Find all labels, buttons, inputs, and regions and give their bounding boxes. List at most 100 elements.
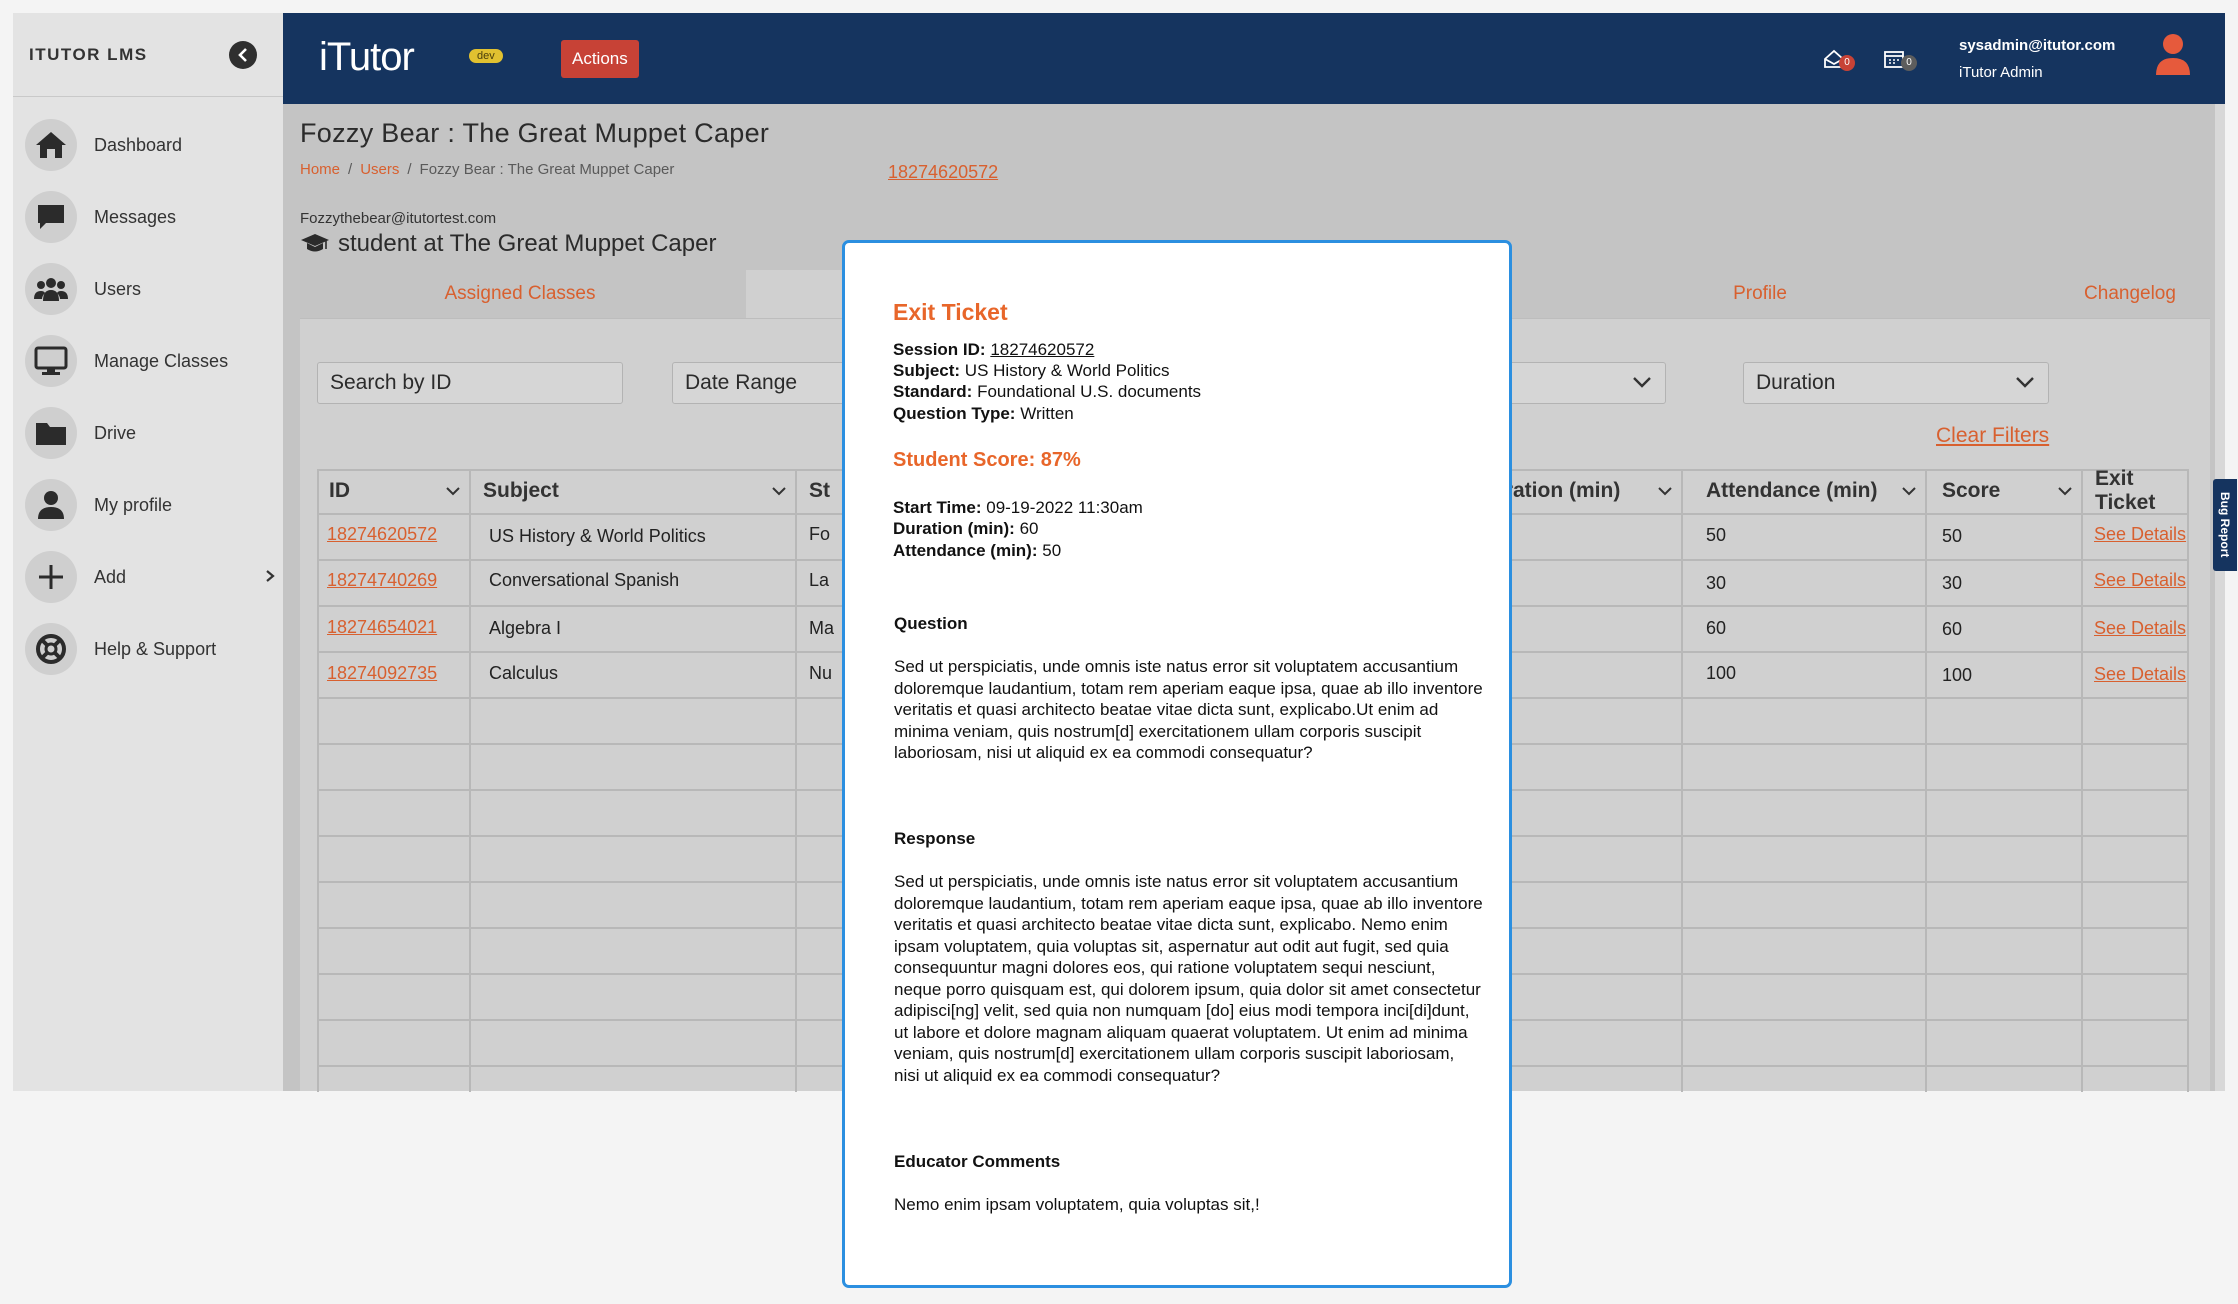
column-header-duration[interactable]: uration (min) bbox=[1492, 469, 1683, 513]
response-heading: Response bbox=[894, 829, 976, 848]
row-attendance: 100 bbox=[1706, 663, 1737, 683]
role-text: student at The Great Muppet Caper bbox=[338, 230, 717, 257]
row-id-link[interactable]: 18274092735 bbox=[327, 663, 438, 683]
breadcrumb: Home / Users / Fozzy Bear : The Great Muppet… bbox=[300, 161, 675, 178]
see-details-link[interactable]: See Details bbox=[2094, 524, 2187, 544]
row-score: 50 bbox=[1942, 526, 1963, 546]
column-header-id[interactable]: ID bbox=[329, 469, 471, 513]
search-by-id-input[interactable]: Search by ID bbox=[317, 362, 623, 404]
start-time-line: Start Time: 09-19-2022 11:30am bbox=[893, 498, 1143, 517]
session-id-value[interactable]: 18274620572 bbox=[990, 340, 1095, 359]
clear-filters-link[interactable]: Clear Filters bbox=[1936, 424, 2050, 447]
chevron-down-icon bbox=[446, 487, 460, 496]
bug-report-tab[interactable]: Bug Report bbox=[2213, 479, 2237, 571]
see-details-link[interactable]: See Details bbox=[2094, 618, 2187, 638]
session-id-link[interactable]: 18274620572 bbox=[888, 162, 999, 182]
row-subject: US History & World Politics bbox=[489, 526, 706, 546]
column-header-subject[interactable]: Subject bbox=[483, 469, 797, 513]
response-text: Sed ut perspiciatis, unde omnis iste nat… bbox=[894, 872, 1483, 1085]
sidebar-item-label: Add bbox=[94, 566, 127, 587]
row-attendance: 50 bbox=[1706, 525, 1727, 545]
graduation-cap-icon bbox=[301, 234, 329, 252]
column-header-standard[interactable]: St bbox=[809, 479, 830, 502]
sidebar-item-messages[interactable]: Messages bbox=[25, 189, 275, 245]
student-score: Student Score: 87% bbox=[893, 449, 1081, 471]
sidebar-item-my-profile[interactable]: My profile bbox=[25, 477, 275, 533]
itutor-logo[interactable]: iTutor bbox=[319, 35, 415, 79]
educator-comments-heading: Educator Comments bbox=[894, 1152, 1061, 1171]
user-role: iTutor Admin bbox=[1959, 64, 2043, 81]
duration-dropdown[interactable]: Duration bbox=[1743, 362, 2049, 404]
exit-ticket-modal: Exit Ticket Session ID: 18274620572 Subj… bbox=[842, 240, 1512, 1288]
modal-title: Exit Ticket bbox=[893, 299, 1008, 325]
tab-assigned-classes[interactable]: Assigned Classes bbox=[444, 283, 596, 304]
duration-label: Duration bbox=[1756, 371, 1836, 394]
chevron-left-icon bbox=[238, 47, 247, 62]
sidebar-item-label: Dashboard bbox=[94, 134, 183, 155]
sidebar-item-drive[interactable]: Drive bbox=[25, 405, 275, 461]
row-standard: Fo bbox=[809, 524, 831, 544]
plus-icon bbox=[25, 551, 77, 603]
folder-icon bbox=[25, 407, 77, 459]
row-score: 100 bbox=[1942, 665, 1973, 685]
sidebar-item-label: My profile bbox=[94, 494, 173, 515]
row-id-link[interactable]: 18274654021 bbox=[327, 617, 438, 637]
chevron-down-icon bbox=[1902, 487, 1916, 496]
chevron-down-icon bbox=[772, 487, 786, 496]
column-header-exit-ticket[interactable]: Exit Ticket bbox=[2095, 467, 2156, 514]
chevron-down-icon bbox=[2058, 487, 2072, 496]
role-line: student at The Great Muppet Caper bbox=[300, 230, 716, 258]
question-type-line: Question Type: Written bbox=[893, 404, 1074, 423]
duration-line: Duration (min): 60 bbox=[893, 519, 1039, 538]
chevron-down-icon bbox=[1633, 377, 1651, 388]
see-details-link[interactable]: See Details bbox=[2094, 570, 2187, 590]
sidebar-item-label: Manage Classes bbox=[94, 350, 229, 371]
breadcrumb-current: Fozzy Bear : The Great Muppet Caper bbox=[419, 161, 675, 178]
user-avatar-icon[interactable] bbox=[2153, 33, 2193, 77]
row-subject: Conversational Spanish bbox=[489, 570, 680, 590]
sidebar-item-add[interactable]: Add bbox=[25, 549, 275, 605]
sidebar-item-label: Drive bbox=[94, 422, 137, 443]
session-id-line: Session ID: 18274620572 bbox=[893, 340, 1095, 359]
brand-title: ITUTOR LMS bbox=[29, 44, 148, 64]
dev-badge: dev bbox=[469, 49, 503, 63]
row-id-link[interactable]: 18274620572 bbox=[327, 524, 438, 544]
tab-active[interactable] bbox=[746, 270, 856, 318]
row-id-link[interactable]: 18274740269 bbox=[327, 570, 438, 590]
row-score: 60 bbox=[1942, 619, 1963, 639]
educator-comments-text: Nemo enim ipsam voluptatem, quia volupta… bbox=[894, 1195, 1260, 1214]
date-range-input[interactable]: Date Range bbox=[672, 362, 872, 404]
message-icon bbox=[25, 191, 77, 243]
row-attendance: 30 bbox=[1706, 573, 1727, 593]
tab-changelog[interactable]: Changelog bbox=[2084, 283, 2176, 304]
chevron-down-icon bbox=[2016, 377, 2034, 388]
monitor-icon bbox=[25, 335, 77, 387]
top-header: iTutor dev Actions 0 0 sysadmin@itutor.c… bbox=[283, 13, 2225, 104]
date-range-label: Date Range bbox=[685, 371, 798, 394]
column-header-score[interactable]: Score bbox=[1942, 469, 2083, 513]
sidebar-item-manage-classes[interactable]: Manage Classes bbox=[25, 333, 275, 389]
breadcrumb-users[interactable]: Users bbox=[360, 161, 400, 178]
page-title: Fozzy Bear : The Great Muppet Caper bbox=[300, 118, 770, 148]
row-subject: Calculus bbox=[489, 663, 559, 683]
row-standard: La bbox=[809, 570, 830, 590]
actions-button[interactable]: Actions bbox=[561, 40, 639, 78]
lifebuoy-icon bbox=[25, 623, 77, 675]
sidebar-item-label: Messages bbox=[94, 206, 177, 227]
row-subject: Algebra I bbox=[489, 618, 562, 638]
person-icon bbox=[25, 479, 77, 531]
sidebar-item-help-support[interactable]: Help & Support bbox=[25, 621, 275, 677]
sidebar-item-dashboard[interactable]: Dashboard bbox=[25, 117, 275, 173]
breadcrumb-home[interactable]: Home bbox=[300, 161, 341, 178]
collapse-sidebar-button[interactable] bbox=[229, 40, 257, 69]
sidebar-item-users[interactable]: Users bbox=[25, 261, 275, 317]
home-icon bbox=[25, 119, 77, 171]
column-header-attendance[interactable]: Attendance (min) bbox=[1706, 469, 1927, 513]
chevron-right-icon bbox=[265, 567, 275, 588]
chevron-down-icon bbox=[1658, 487, 1672, 496]
sidebar-item-label: Help & Support bbox=[94, 638, 217, 659]
notifications-count-badge: 0 bbox=[1839, 55, 1855, 71]
see-details-link[interactable]: See Details bbox=[2094, 664, 2187, 684]
row-attendance: 60 bbox=[1706, 618, 1727, 638]
tab-profile[interactable]: Profile bbox=[1733, 283, 1787, 304]
